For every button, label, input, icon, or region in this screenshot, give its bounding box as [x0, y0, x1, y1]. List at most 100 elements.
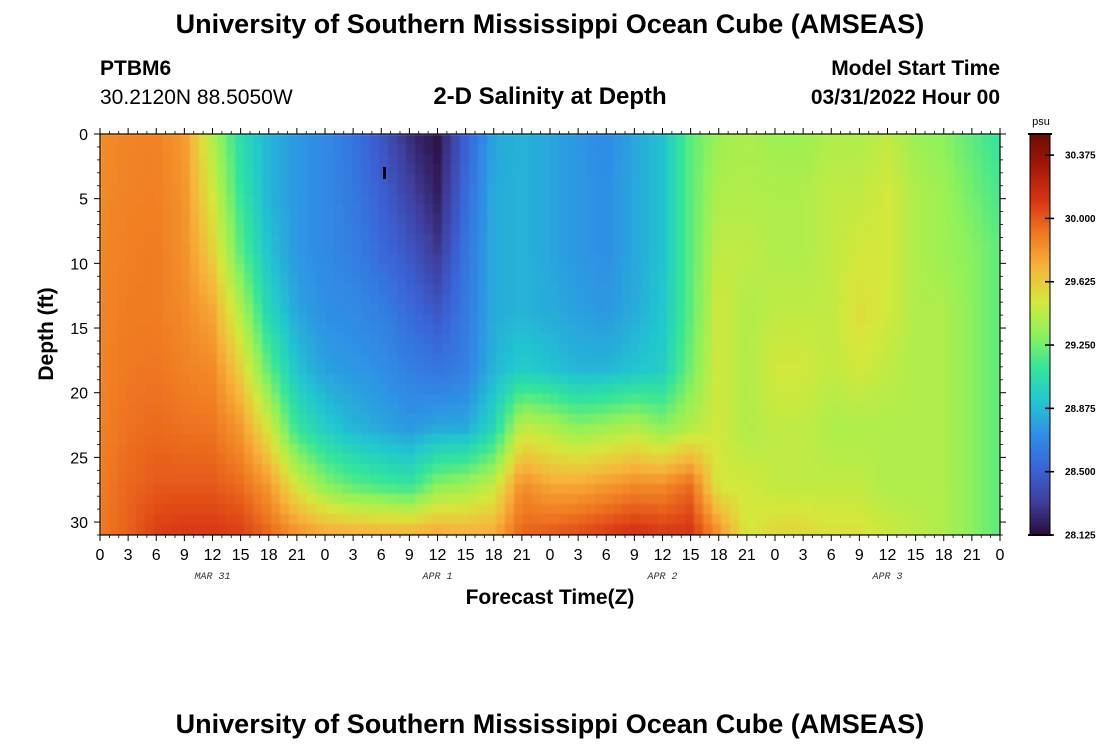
heatmap-cell — [217, 334, 227, 345]
heatmap-cell — [910, 384, 920, 395]
heatmap-cell — [748, 454, 758, 465]
heatmap-cell — [523, 464, 533, 475]
heatmap-cell — [658, 524, 668, 535]
heatmap-cell — [460, 424, 470, 435]
heatmap-cell — [271, 344, 281, 355]
heatmap-cell — [550, 134, 560, 145]
heatmap-cell — [667, 384, 677, 395]
heatmap-cell — [991, 454, 1000, 465]
heatmap-cell — [487, 184, 497, 195]
heatmap-cell — [469, 324, 479, 335]
heatmap-cell — [712, 244, 722, 255]
heatmap-cell — [199, 384, 209, 395]
heatmap-cell — [721, 424, 731, 435]
heatmap-cell — [568, 224, 578, 235]
heatmap-cell — [865, 434, 875, 445]
heatmap-cell — [487, 204, 497, 215]
heatmap-cell — [145, 274, 155, 285]
heatmap-cell — [838, 444, 848, 455]
heatmap-cell — [811, 354, 821, 365]
heatmap-cell — [676, 464, 686, 475]
heatmap-cell — [568, 384, 578, 395]
heatmap-cell — [307, 424, 317, 435]
heatmap-cell — [577, 204, 587, 215]
heatmap-cell — [217, 184, 227, 195]
heatmap-cell — [721, 274, 731, 285]
heatmap-cell — [946, 364, 956, 375]
heatmap-cell — [172, 494, 182, 505]
heatmap-cell — [145, 374, 155, 385]
heatmap-cell — [775, 334, 785, 345]
heatmap-cell — [298, 264, 308, 275]
heatmap-cell — [973, 174, 983, 185]
heatmap-cell — [325, 274, 335, 285]
heatmap-cell — [784, 404, 794, 415]
heatmap-cell — [784, 154, 794, 165]
heatmap-cell — [262, 444, 272, 455]
heatmap-cell — [649, 274, 659, 285]
heatmap-cell — [973, 464, 983, 475]
heatmap-cell — [865, 164, 875, 175]
heatmap-cell — [901, 334, 911, 345]
heatmap-cell — [667, 364, 677, 375]
heatmap-cell — [127, 304, 137, 315]
heatmap-cell — [406, 134, 416, 145]
heatmap-cell — [973, 154, 983, 165]
heatmap-cell — [676, 354, 686, 365]
heatmap-cell — [586, 244, 596, 255]
heatmap-cell — [496, 454, 506, 465]
heatmap-cell — [136, 354, 146, 365]
heatmap-cell — [406, 394, 416, 405]
heatmap-cell — [856, 384, 866, 395]
heatmap-cell — [712, 444, 722, 455]
heatmap-cell — [838, 304, 848, 315]
heatmap-cell — [568, 174, 578, 185]
heatmap-cell — [433, 224, 443, 235]
heatmap-cell — [253, 394, 263, 405]
heatmap-cell — [343, 154, 353, 165]
heatmap-cell — [235, 174, 245, 185]
heatmap-cell — [523, 214, 533, 225]
heatmap-cell — [982, 304, 992, 315]
heatmap-cell — [298, 214, 308, 225]
heatmap-cell — [811, 404, 821, 415]
heatmap-cell — [550, 274, 560, 285]
heatmap-cell — [856, 334, 866, 345]
heatmap-cell — [460, 354, 470, 365]
heatmap-cell — [352, 374, 362, 385]
heatmap-cell — [442, 414, 452, 425]
heatmap-cell — [343, 454, 353, 465]
heatmap-cell — [865, 154, 875, 165]
heatmap-cell — [208, 374, 218, 385]
heatmap-cell — [928, 334, 938, 345]
heatmap-cell — [739, 274, 749, 285]
heatmap-cell — [739, 344, 749, 355]
heatmap-cell — [469, 434, 479, 445]
heatmap-cell — [613, 384, 623, 395]
heatmap-cell — [118, 434, 128, 445]
heatmap-cell — [289, 234, 299, 245]
heatmap-cell — [496, 464, 506, 475]
heatmap-cell — [694, 514, 704, 525]
heatmap-cell — [298, 174, 308, 185]
heatmap-cell — [325, 504, 335, 515]
heatmap-cell — [757, 284, 767, 295]
heatmap-cell — [118, 474, 128, 485]
heatmap-cell — [586, 374, 596, 385]
heatmap-cell — [883, 324, 893, 335]
heatmap-cell — [415, 484, 425, 495]
heatmap-cell — [586, 494, 596, 505]
heatmap-cell — [703, 454, 713, 465]
heatmap-cell — [388, 374, 398, 385]
heatmap-cell — [595, 224, 605, 235]
heatmap-cell — [217, 484, 227, 495]
heatmap-cell — [460, 514, 470, 525]
heatmap-cell — [235, 154, 245, 165]
heatmap-cell — [478, 494, 488, 505]
heatmap-cell — [595, 264, 605, 275]
heatmap-cell — [136, 234, 146, 245]
heatmap-cell — [181, 154, 191, 165]
heatmap-cell — [595, 454, 605, 465]
heatmap-cell — [658, 384, 668, 395]
heatmap-cell — [487, 214, 497, 225]
